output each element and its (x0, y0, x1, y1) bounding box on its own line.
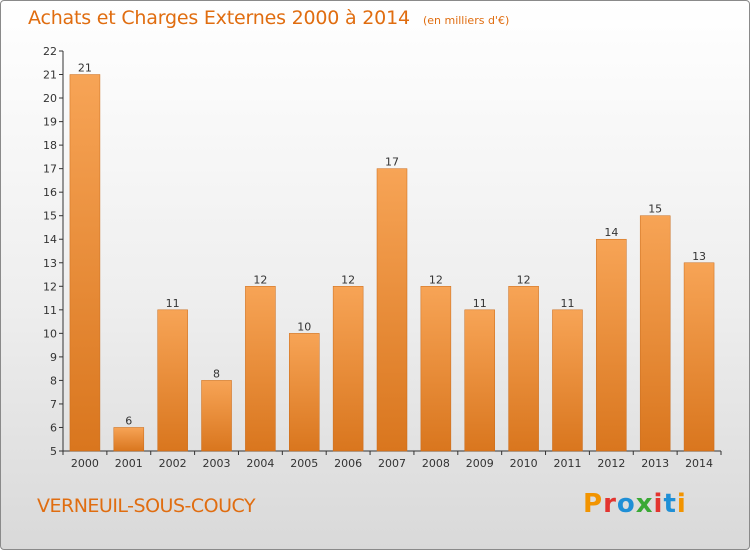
commune-name: VERNEUIL-SOUS-COUCY (37, 495, 256, 517)
y-tick-label: 9 (50, 351, 57, 364)
bar (552, 309, 583, 452)
x-tick-label: 2013 (641, 457, 669, 470)
bar (201, 380, 232, 452)
bar (245, 286, 276, 452)
bar (332, 286, 364, 452)
data-label: 12 (253, 273, 267, 286)
brand-letter: r (603, 489, 617, 519)
y-tick-label: 11 (43, 304, 57, 317)
data-label: 12 (517, 273, 531, 286)
x-tick-label: 2004 (246, 457, 274, 470)
y-tick-label: 14 (43, 233, 57, 246)
bar (464, 309, 495, 452)
bar (289, 333, 320, 452)
x-tick-label: 2009 (466, 457, 494, 470)
y-tick-label: 18 (43, 139, 57, 152)
y-tick-label: 19 (43, 116, 57, 129)
bar (157, 309, 188, 452)
data-labels: 21 6 11 8 12 10 12 17 12 11 12 11 14 15 13 (78, 62, 706, 428)
bar (596, 238, 627, 452)
data-label: 12 (429, 273, 443, 286)
y-tick-label: 16 (43, 186, 57, 199)
x-tick-label: 2011 (553, 457, 581, 470)
y-tick-label: 7 (50, 398, 57, 411)
brand-letter: P (583, 489, 604, 519)
data-label: 21 (78, 62, 92, 75)
bar (683, 262, 715, 452)
x-tick-label: 2001 (115, 457, 143, 470)
chart-unit: (en milliers d'€) (422, 14, 510, 27)
data-label: 12 (341, 273, 355, 286)
x-tick-label: 2010 (510, 457, 538, 470)
data-label: 15 (648, 203, 662, 216)
y-tick-label: 13 (43, 257, 57, 270)
x-tick-label: 2002 (159, 457, 187, 470)
chart-title: Achats et Charges Externes 2000 à 2014 (28, 7, 410, 29)
y-tick-label: 15 (43, 210, 57, 223)
data-label: 13 (692, 250, 706, 263)
brand-letter: i (653, 489, 664, 519)
bar (420, 286, 452, 452)
x-tick-label: 2008 (422, 457, 450, 470)
x-tick-label: 2005 (290, 457, 318, 470)
title-row: Achats et Charges Externes 2000 à 2014 (… (28, 7, 509, 29)
brand-letter: t (663, 489, 677, 519)
bar (376, 168, 408, 452)
y-axis: 5 6 7 8 9 10 11 12 13 14 15 16 17 18 19 20 21 22 (43, 45, 64, 458)
bar (113, 427, 145, 452)
data-label: 11 (560, 297, 574, 310)
data-label: 10 (297, 320, 311, 333)
y-tick-label: 5 (50, 445, 57, 458)
bar (508, 286, 539, 452)
x-axis: 2000 2001 2002 2003 2004 2005 2006 2007 2008 2009… (62, 450, 722, 470)
data-label: 8 (213, 367, 220, 380)
x-tick-label: 2014 (685, 457, 713, 470)
brand-letter: i (676, 489, 687, 519)
y-tick-label: 6 (50, 421, 57, 434)
data-label: 6 (125, 414, 132, 427)
y-tick-label: 10 (43, 327, 57, 340)
y-tick-label: 20 (43, 92, 57, 105)
x-tick-label: 2003 (203, 457, 231, 470)
x-tick-label: 2000 (71, 457, 99, 470)
y-tick-label: 22 (43, 45, 57, 58)
data-label: 11 (473, 297, 487, 310)
bars (69, 74, 715, 452)
brand-letter: o (616, 489, 636, 519)
data-label: 14 (604, 226, 618, 239)
x-tick-label: 2006 (334, 457, 362, 470)
y-tick-label: 21 (43, 69, 57, 82)
y-tick-label: 17 (43, 163, 57, 176)
y-tick-label: 12 (43, 280, 57, 293)
data-label: 11 (166, 297, 180, 310)
brand-logo: Proxiti (583, 489, 687, 519)
x-tick-label: 2012 (597, 457, 625, 470)
y-tick-label: 8 (50, 374, 57, 387)
x-tick-label: 2007 (378, 457, 406, 470)
brand-letter: x (635, 489, 654, 519)
bar (69, 74, 101, 452)
bar (639, 215, 671, 452)
data-label: 17 (385, 156, 399, 169)
